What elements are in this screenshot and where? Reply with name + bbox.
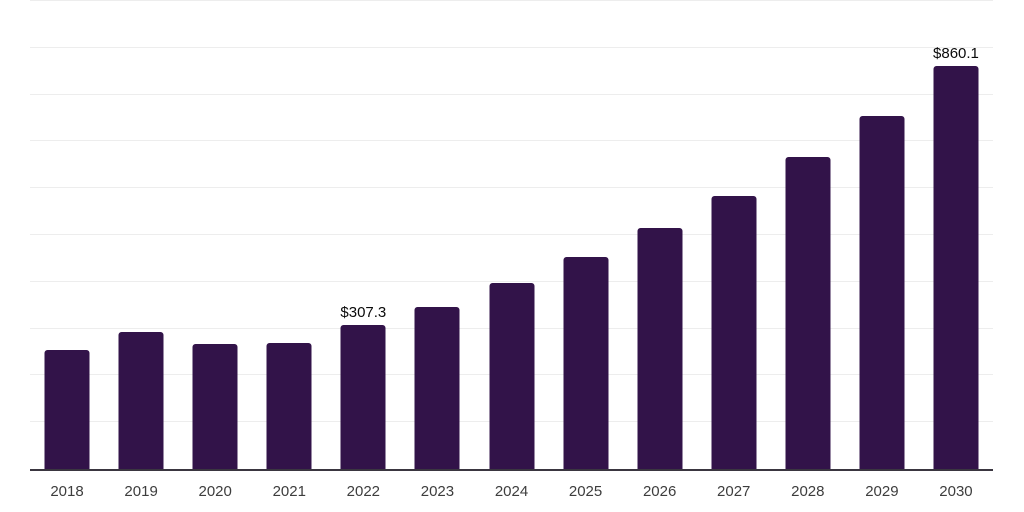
bar-2021: [266, 343, 312, 469]
gridline-600: [30, 187, 993, 189]
x-tick-2023: 2023: [420, 483, 455, 500]
bar-2030: $860.1: [933, 46, 979, 469]
x-tick-2024: 2024: [494, 483, 529, 500]
bar-2020: [192, 344, 238, 469]
gridline-1000: [30, 0, 993, 1]
x-tick-2026: 2026: [642, 483, 677, 500]
x-tick-2029: 2029: [865, 483, 899, 500]
bar-2024: [489, 282, 534, 469]
gridline-400: [30, 280, 993, 282]
bar-2028: [785, 157, 831, 469]
x-tick-2025: 2025: [568, 483, 603, 500]
bar-2027: [711, 195, 757, 469]
gridline-700: [30, 140, 993, 142]
bar-2019: [118, 332, 164, 469]
bar-2023: [414, 306, 460, 469]
x-tick-2022: 2022: [346, 483, 381, 500]
plot-area: $307.3 $860.1: [30, 0, 993, 471]
bar-2022: $307.3: [340, 305, 386, 469]
gridline-800: [30, 93, 993, 95]
x-tick-2020: 2020: [198, 483, 232, 500]
gridline-500: [30, 234, 993, 235]
data-label-2030: $860.1: [933, 45, 979, 63]
x-tick-2030: 2030: [939, 483, 973, 500]
x-tick-2028: 2028: [791, 483, 825, 500]
x-tick-2019: 2019: [124, 483, 158, 500]
gridline-900: [30, 46, 993, 48]
x-axis-tick-labels: 2018 2019 2020 2021 2022 2023 2024 2025 2026 2027…: [30, 483, 993, 502]
x-tick-2027: 2027: [717, 483, 751, 500]
bar-2029: [859, 115, 905, 469]
data-label-2022: $307.3: [340, 304, 387, 322]
bar-2025: [563, 257, 609, 469]
bar-2018: [44, 350, 90, 469]
bar-2026: [637, 227, 683, 469]
x-tick-2018: 2018: [50, 483, 84, 500]
x-tick-2021: 2021: [272, 483, 306, 500]
